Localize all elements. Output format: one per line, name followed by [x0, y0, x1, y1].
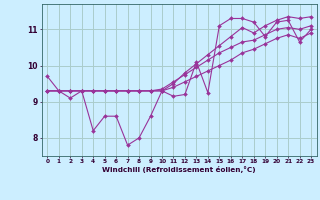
X-axis label: Windchill (Refroidissement éolien,°C): Windchill (Refroidissement éolien,°C)	[102, 166, 256, 173]
